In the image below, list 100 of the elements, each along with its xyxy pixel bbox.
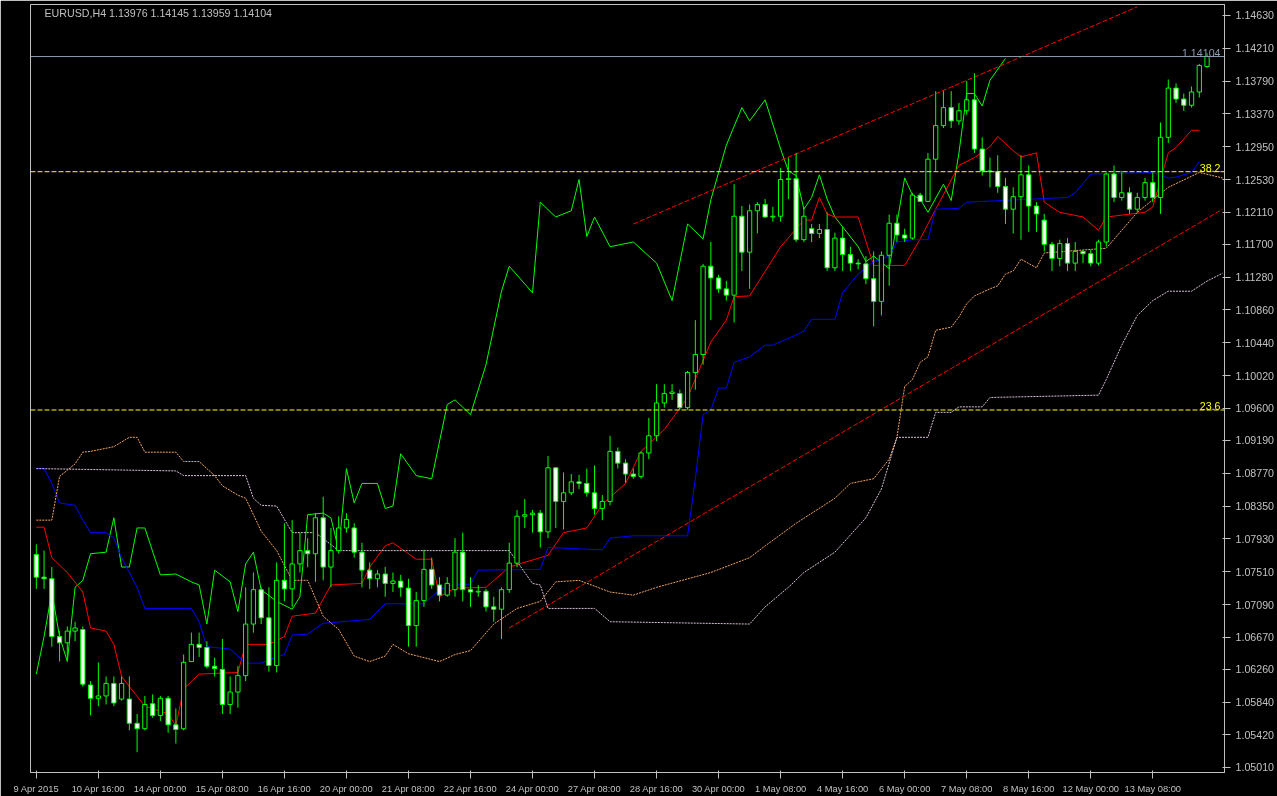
candlestick — [599, 494, 605, 521]
candlestick — [56, 630, 63, 663]
y-tick-label: 1.05420 — [1235, 729, 1275, 741]
candlestick — [498, 586, 505, 640]
candlestick — [336, 515, 342, 555]
x-tick-label: 1 May 08:00 — [754, 783, 807, 794]
line-series — [35, 272, 1224, 625]
y-tick-label: 1.12530 — [1235, 173, 1275, 186]
y-tick-label: 1.05840 — [1235, 696, 1275, 709]
x-tick-label: 16 Apr 16:00 — [257, 783, 311, 794]
x-tick-label: 15 Apr 08:00 — [195, 783, 249, 794]
line-series — [35, 57, 1006, 675]
candlestick — [204, 640, 210, 670]
candlestick — [491, 596, 497, 623]
candlestick — [87, 680, 94, 716]
candlestick — [1173, 82, 1179, 104]
candlestick — [1018, 154, 1024, 241]
candlestick — [560, 471, 567, 531]
candlestick — [638, 450, 644, 480]
y-tick-label: 1.11280 — [1235, 271, 1274, 284]
y-tick-label: 1.07090 — [1235, 598, 1275, 611]
candlestick — [436, 576, 443, 602]
candlestick — [367, 561, 373, 590]
y-tick-label: 1.12110 — [1235, 206, 1274, 219]
candlestick — [1072, 241, 1078, 272]
candlestick — [1049, 241, 1055, 272]
candlestick — [1057, 239, 1063, 267]
y-tick-label: 1.13790 — [1235, 75, 1275, 88]
x-tick-label: 7 May 08:00 — [941, 783, 993, 794]
candlestick — [467, 576, 474, 608]
x-tick-label: 14 Apr 00:00 — [133, 783, 187, 794]
y-tick-label: 1.08770 — [1235, 467, 1275, 480]
candlestick — [1002, 177, 1009, 225]
candlestick — [188, 632, 195, 663]
y-tick-label: 1.12950 — [1235, 140, 1275, 153]
candlestick — [754, 201, 760, 234]
y-tick-label: 1.13370 — [1235, 107, 1275, 120]
candlestick — [1010, 186, 1016, 234]
candlestick — [118, 675, 125, 702]
candlestick — [1126, 186, 1133, 215]
x-tick-label: 30 Apr 00:00 — [691, 783, 745, 794]
x-tick-label: 9 Apr 2015 — [13, 783, 59, 794]
candlestick — [956, 102, 962, 126]
candlestick — [235, 665, 241, 709]
candlestick — [359, 542, 365, 588]
candlestick — [762, 198, 768, 219]
candlestick — [576, 474, 582, 490]
candlestick — [297, 532, 303, 573]
candlestick — [111, 675, 117, 707]
y-tick-label: 1.07510 — [1235, 565, 1275, 578]
candlestick — [615, 446, 621, 470]
x-tick-label: 10 Apr 16:00 — [71, 783, 125, 794]
annotation: 23.6 — [1199, 399, 1221, 412]
candlestick — [429, 557, 435, 590]
candlestick — [382, 566, 388, 598]
candlestick — [1064, 237, 1071, 272]
candlestick — [692, 319, 698, 391]
annotation: 38.2 — [1199, 161, 1221, 174]
y-tick-label: 1.06260 — [1235, 663, 1275, 676]
candlestick — [444, 576, 450, 598]
candlestick — [196, 632, 202, 658]
y-tick-label: 1.05010 — [1235, 761, 1275, 774]
x-tick-label: 21 Apr 08:00 — [381, 783, 435, 794]
y-tick-label: 1.14630 — [1235, 9, 1275, 22]
candlestick — [1134, 192, 1140, 213]
y-tick-label: 1.09190 — [1235, 434, 1275, 447]
chart-title: EURUSD,H4 1.13976 1.14145 1.13959 1.14104 — [44, 6, 273, 19]
candlestick — [398, 574, 404, 598]
candlestick — [390, 571, 396, 593]
candlestick — [305, 537, 311, 568]
candlestick — [995, 154, 1001, 194]
candlestick — [894, 214, 900, 243]
candlestick — [41, 550, 47, 590]
candlestick — [661, 383, 667, 409]
candlestick — [677, 389, 683, 411]
x-tick-label: 4 May 16:00 — [816, 783, 869, 794]
candlestick — [529, 509, 536, 534]
candlestick — [1033, 201, 1040, 233]
candlestick — [622, 458, 629, 484]
candlestick — [770, 206, 776, 223]
ref-line-label: 1.14104 — [1181, 46, 1221, 59]
candlestick — [646, 417, 652, 460]
x-tick-label: 6 May 00:00 — [879, 783, 931, 794]
y-tick-label: 1.10020 — [1235, 369, 1275, 382]
x-tick-label: 13 May 08:00 — [1124, 783, 1182, 794]
candlestick — [281, 522, 288, 602]
candlestick — [840, 226, 846, 272]
x-tick-label: 8 May 16:00 — [1003, 783, 1055, 794]
candlestick — [940, 90, 947, 129]
candlestick — [1188, 86, 1195, 109]
x-tick-label: 24 Apr 00:00 — [505, 783, 559, 794]
candlestick — [1111, 164, 1117, 203]
candlestick — [723, 280, 729, 302]
candlestick — [584, 468, 590, 498]
candlestick — [871, 250, 877, 327]
candlestick — [64, 625, 70, 660]
candlestick — [964, 80, 970, 116]
candlestick — [95, 661, 101, 707]
y-tick-label: 1.08350 — [1235, 500, 1275, 513]
candlestick — [103, 675, 109, 706]
